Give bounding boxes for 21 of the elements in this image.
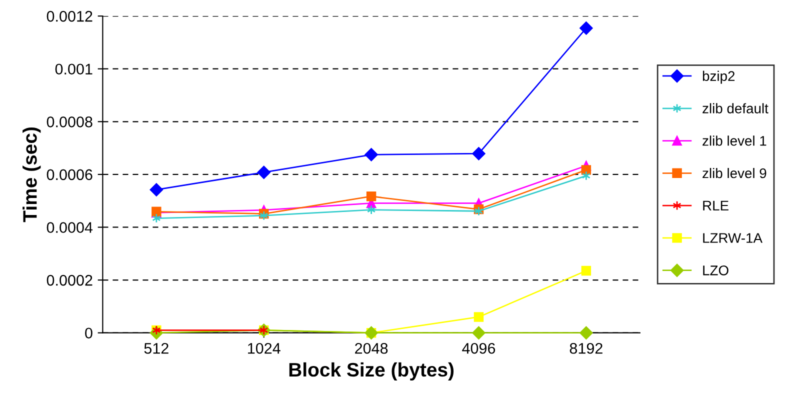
legend-label: RLE (703, 200, 728, 210)
y-tick-label: 0.0008 (46, 116, 92, 128)
x-axis-title: Block Size (bytes) (289, 362, 454, 380)
y-tick-label: 0.0002 (46, 274, 92, 286)
x-tick-label: 1024 (248, 342, 280, 354)
legend-label: LZRW-1A (703, 233, 762, 243)
y-axis-title: Time (sec) (22, 127, 41, 222)
legend-label: bzip2 (702, 70, 735, 84)
legend-label: LZO (703, 266, 728, 276)
x-tick-label: 2048 (355, 342, 388, 354)
legend-label: zlib default (702, 103, 768, 114)
y-tick-label: 0 (85, 328, 92, 339)
y-tick-label: 0.001 (55, 64, 92, 75)
x-tick-label: 4096 (462, 342, 496, 354)
y-tick-label: 0.0004 (46, 222, 93, 233)
y-tick-label: 0.0012 (46, 10, 92, 22)
x-tick-label: 512 (144, 342, 168, 354)
y-tick-label: 0.0006 (46, 169, 92, 180)
legend-label: zlib level 1 (702, 136, 766, 146)
legend-label: zlib level 9 (702, 168, 766, 178)
x-tick-label: 8192 (570, 342, 602, 354)
